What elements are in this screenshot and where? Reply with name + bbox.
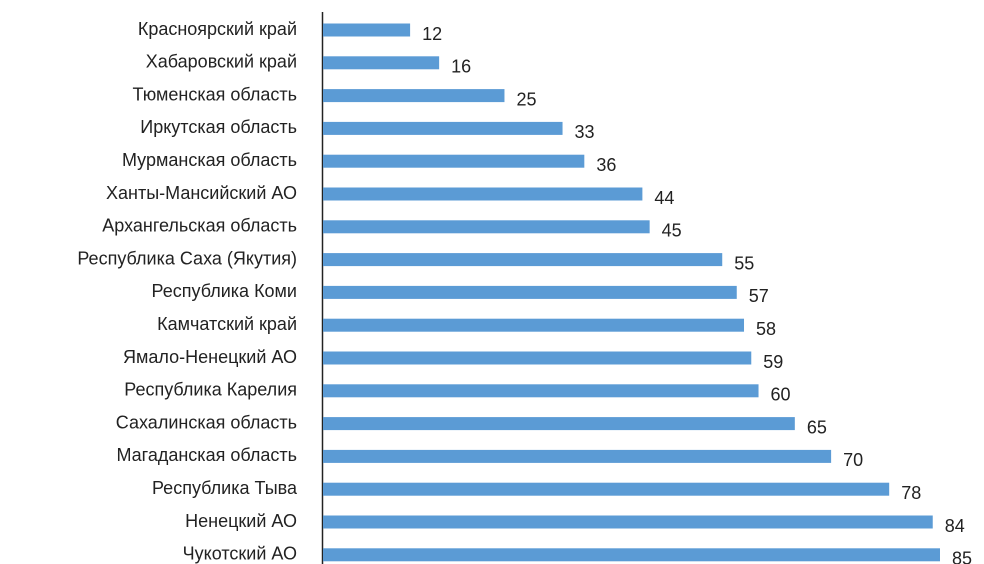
category-label: Республика Карелия — [124, 380, 297, 400]
category-label: Ханты-Мансийский АО — [106, 183, 297, 203]
data-label: 55 — [734, 253, 754, 273]
data-label: 36 — [596, 155, 616, 175]
category-label: Камчатский край — [157, 314, 297, 334]
bar — [323, 351, 752, 365]
category-label: Чукотский АО — [183, 544, 297, 564]
category-label: Архангельская область — [102, 216, 297, 236]
category-label: Республика Тыва — [152, 478, 298, 498]
category-label: Республика Коми — [152, 281, 297, 301]
data-label: 44 — [654, 188, 674, 208]
category-label: Тюменская область — [132, 84, 297, 104]
data-label: 57 — [749, 286, 769, 306]
category-label: Ненецкий АО — [185, 511, 297, 531]
bar — [323, 449, 832, 463]
bar — [323, 220, 650, 234]
bar — [323, 417, 795, 431]
bar — [323, 56, 440, 70]
data-label: 16 — [451, 57, 471, 77]
data-label: 84 — [945, 516, 965, 536]
category-label: Магаданская область — [116, 445, 297, 465]
bar — [323, 548, 940, 562]
bar — [323, 318, 745, 332]
category-label: Красноярский край — [138, 19, 297, 39]
bar — [323, 482, 890, 496]
category-label: Ямало-Ненецкий АО — [123, 347, 297, 367]
data-label: 33 — [575, 122, 595, 142]
bar — [323, 285, 737, 299]
category-label: Мурманская область — [122, 150, 297, 170]
data-label: 85 — [952, 549, 972, 564]
category-label: Иркутская область — [140, 117, 297, 137]
data-label: 58 — [756, 319, 776, 339]
bar — [323, 23, 411, 37]
data-label: 78 — [901, 483, 921, 503]
data-label: 12 — [422, 24, 442, 44]
data-label: 25 — [516, 89, 536, 109]
bar — [323, 154, 585, 168]
bar — [323, 515, 933, 529]
bar — [323, 253, 723, 267]
data-label: 59 — [763, 352, 783, 372]
data-label: 45 — [662, 221, 682, 241]
data-label: 70 — [843, 450, 863, 470]
bar — [323, 121, 563, 135]
data-label: 60 — [771, 385, 791, 405]
bar — [323, 384, 759, 398]
bar — [323, 89, 505, 103]
data-label: 65 — [807, 417, 827, 437]
category-label: Республика Саха (Якутия) — [77, 248, 297, 268]
category-label: Хабаровский край — [146, 52, 297, 72]
bar — [323, 187, 643, 201]
category-label: Сахалинская область — [116, 412, 297, 432]
